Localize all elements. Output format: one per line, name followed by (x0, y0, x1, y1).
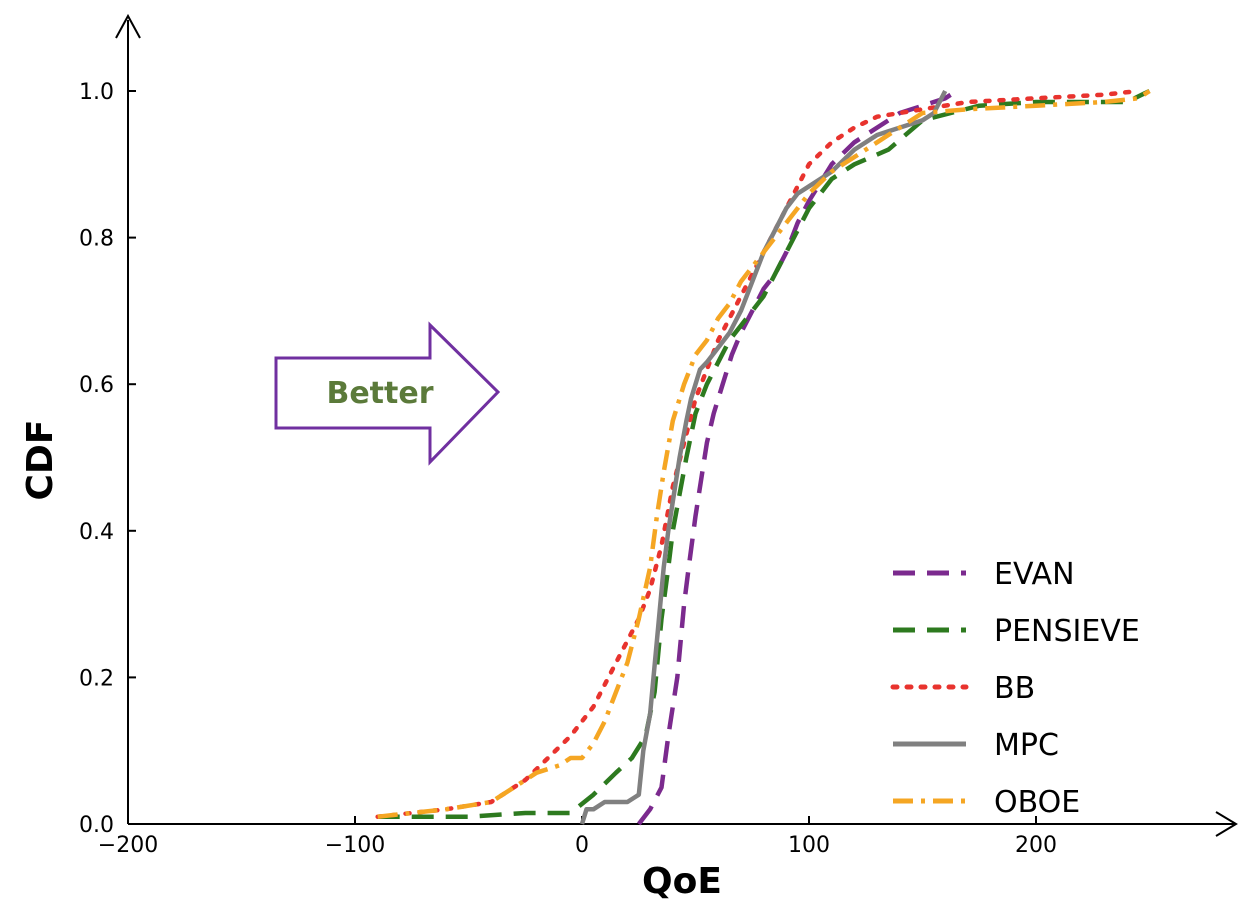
x-tick-label: −200 (98, 833, 158, 858)
series-line-mpc (579, 89, 948, 825)
legend-label-bb: BB (994, 671, 1035, 706)
x-tick-label: −100 (325, 833, 385, 858)
y-axis-title: CDF (20, 420, 61, 501)
x-tick-label: 100 (788, 833, 830, 858)
x-axis-title: QoE (642, 861, 722, 902)
y-tick-label: 0.0 (79, 813, 114, 838)
x-tick-label: 200 (1015, 833, 1057, 858)
better-arrow-shape (274, 321, 501, 466)
series-layer (375, 88, 1151, 826)
y-tick-label: 0.4 (79, 520, 114, 545)
legend: EVAN PENSIEVE BB MPC OBOE (890, 557, 1140, 820)
y-tick-label: 1.0 (79, 80, 114, 105)
y-tick-label: 0.6 (79, 373, 114, 398)
y-tick-label: 0.2 (79, 666, 114, 691)
better-label: Better (326, 376, 433, 411)
x-ticks: −200 −100 0 100 200 (98, 816, 1057, 858)
legend-label-oboe: OBOE (994, 785, 1080, 820)
series-line-evan (637, 89, 958, 826)
legend-label-evan: EVAN (994, 557, 1075, 592)
x-tick-label: 0 (575, 833, 589, 858)
y-tick-label: 0.8 (79, 227, 114, 252)
y-axis-arrowhead (115, 13, 141, 39)
better-annotation: Better (274, 321, 501, 466)
legend-label-pensieve: PENSIEVE (994, 614, 1140, 649)
x-axis-arrowhead (1215, 811, 1238, 837)
series-line-oboe (377, 89, 1151, 819)
legend-label-mpc: MPC (994, 728, 1059, 763)
y-ticks: 0.0 0.2 0.4 0.6 0.8 1.0 (79, 80, 136, 838)
axes (115, 13, 1238, 837)
series-line-bb (375, 88, 1141, 819)
series-line-pensieve (377, 88, 1151, 819)
